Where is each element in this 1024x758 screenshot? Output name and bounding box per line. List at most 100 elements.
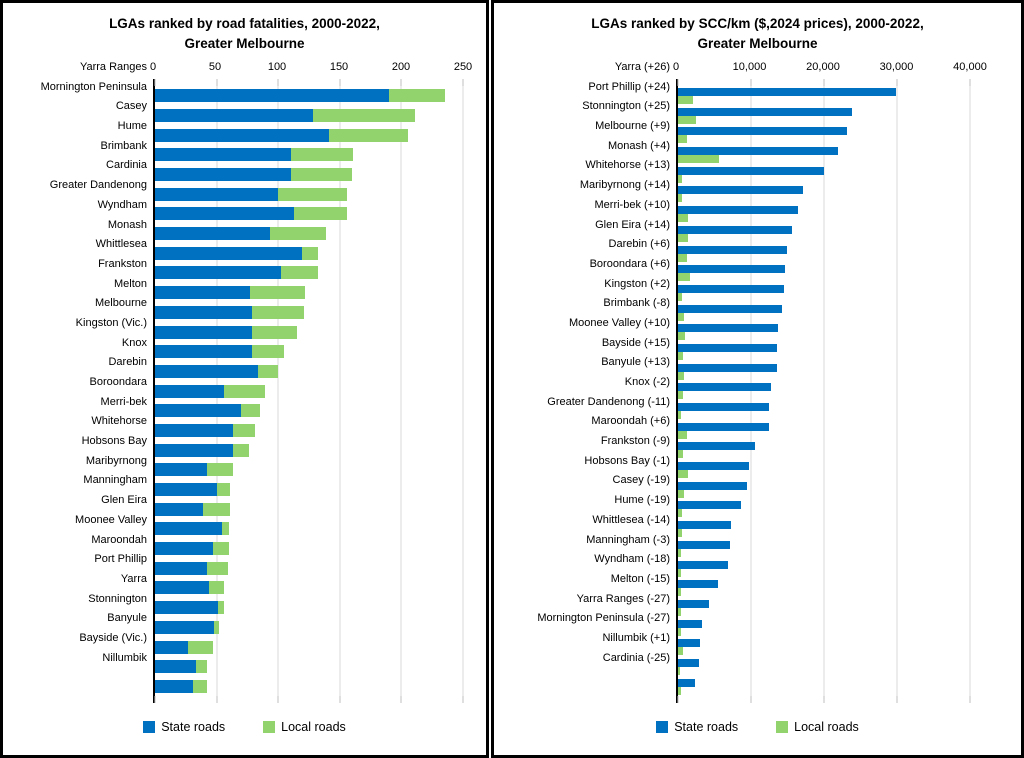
state-roads-bar	[155, 325, 253, 339]
axis-tickmark	[896, 696, 898, 704]
category-label: Monash (+4)	[607, 139, 670, 152]
state-roads-bar	[155, 640, 189, 654]
x-axis-tick-label: 200	[391, 61, 411, 73]
x-axis-tick-label: 100	[267, 61, 287, 73]
local-roads-bar	[209, 581, 224, 595]
category-label: Manningham	[83, 474, 147, 487]
category-label: Darebin (+6)	[608, 238, 670, 251]
state-roads-bar	[678, 678, 695, 687]
local-roads-bar	[258, 364, 279, 378]
category-label: Kingston (+2)	[604, 277, 670, 290]
bar-row	[678, 244, 970, 264]
bar-row	[678, 283, 970, 303]
state-roads-bar	[155, 384, 224, 398]
bar-row	[678, 204, 970, 224]
state-roads-bar	[155, 463, 207, 477]
state-roads-bar	[155, 581, 210, 595]
state-roads-bar	[678, 580, 719, 589]
category-label: Boroondara	[89, 376, 148, 388]
axis-ticks-bottom	[154, 696, 464, 704]
bar-row	[155, 165, 463, 185]
category-label: Whitehorse	[91, 415, 147, 428]
plot-column: 0 10,000 20,000 30,000 40,000	[673, 58, 987, 704]
local-roads-bar	[223, 384, 265, 398]
state-roads-bar	[155, 620, 215, 634]
category-label: Yarra Ranges (-27)	[576, 592, 670, 605]
category-label: Nillumbik	[102, 651, 147, 664]
axis-tickmark	[154, 696, 156, 704]
bar-row	[678, 342, 970, 362]
axis-tickmark	[823, 79, 825, 86]
state-roads-bar	[678, 521, 731, 530]
category-label: Yarra Ranges	[79, 61, 147, 73]
bar-row	[678, 421, 970, 441]
local-roads-bar	[328, 128, 408, 142]
local-roads-bar	[678, 115, 697, 124]
category-axis-labels: Yarra Ranges Mornington Peninsula Casey Hum…	[3, 58, 153, 703]
local-roads-bar	[269, 227, 327, 241]
category-label: Cardinia (-25)	[602, 651, 670, 664]
category-label: Moonee Valley (+10)	[569, 316, 670, 329]
state-roads-bar	[155, 305, 253, 319]
x-axis-tick-label: 40,000	[953, 61, 987, 73]
local-roads-bar	[678, 174, 683, 183]
state-roads-bar	[155, 108, 313, 122]
state-roads-bar	[678, 540, 730, 549]
category-label: Hobsons Bay	[81, 435, 147, 448]
bar-row	[678, 224, 970, 244]
axis-tickmark	[750, 696, 752, 704]
bar-row	[678, 165, 970, 185]
local-roads-bar	[678, 135, 687, 144]
category-label: Hume (-19)	[614, 494, 670, 507]
bar-row	[155, 677, 463, 697]
local-roads-bar	[195, 660, 207, 674]
local-roads-bar	[232, 423, 255, 437]
state-roads-bar	[678, 166, 824, 175]
category-label: Melton (-15)	[610, 572, 670, 585]
category-label: Whittlesea	[95, 238, 147, 251]
gridline	[339, 86, 341, 697]
local-roads-bar	[678, 411, 681, 419]
bar-row	[155, 204, 463, 224]
bar-row	[678, 677, 970, 697]
plot-wrap	[676, 79, 971, 704]
bar-row	[155, 322, 463, 342]
bar-row	[678, 578, 970, 598]
gridline	[969, 86, 971, 697]
state-roads-bar	[155, 266, 281, 280]
legend-label: Local roads	[281, 720, 346, 735]
state-roads-bar	[678, 462, 749, 471]
bar-row	[678, 322, 970, 342]
state-roads-bar	[678, 324, 778, 333]
category-label: Maroondah (+6)	[591, 415, 670, 428]
bar-row	[678, 618, 970, 638]
bar-row	[155, 480, 463, 500]
state-roads-bar	[678, 245, 787, 254]
plot-wrap	[153, 79, 464, 704]
axis-tickmark	[277, 696, 279, 704]
local-roads-bar	[193, 679, 207, 693]
state-roads-bar	[155, 522, 222, 536]
local-roads-bar	[678, 450, 684, 459]
category-label: Mornington Peninsula	[40, 80, 147, 93]
local-roads-bar	[678, 194, 682, 203]
state-roads-bar	[155, 364, 259, 378]
category-label: Yarra	[120, 572, 147, 585]
axis-tickmark	[462, 696, 464, 704]
local-roads-bar	[678, 96, 693, 104]
bar-row	[678, 637, 970, 657]
axis-tickmark	[277, 79, 279, 86]
bar-row	[155, 401, 463, 421]
local-roads-bar	[678, 351, 684, 360]
axis-tickmark	[339, 79, 341, 86]
bar-row	[155, 539, 463, 559]
legend: State roads Local roads	[3, 720, 486, 734]
bar-row	[155, 637, 463, 657]
category-label: Mornington Peninsula (-27)	[537, 612, 670, 625]
category-label: Manningham (-3)	[586, 533, 670, 546]
state-roads-bar	[155, 187, 279, 201]
category-label: Kingston (Vic.)	[75, 316, 147, 329]
state-roads-bar	[678, 403, 769, 411]
category-label: Cardinia	[106, 159, 147, 172]
local-roads-bar	[678, 529, 682, 538]
